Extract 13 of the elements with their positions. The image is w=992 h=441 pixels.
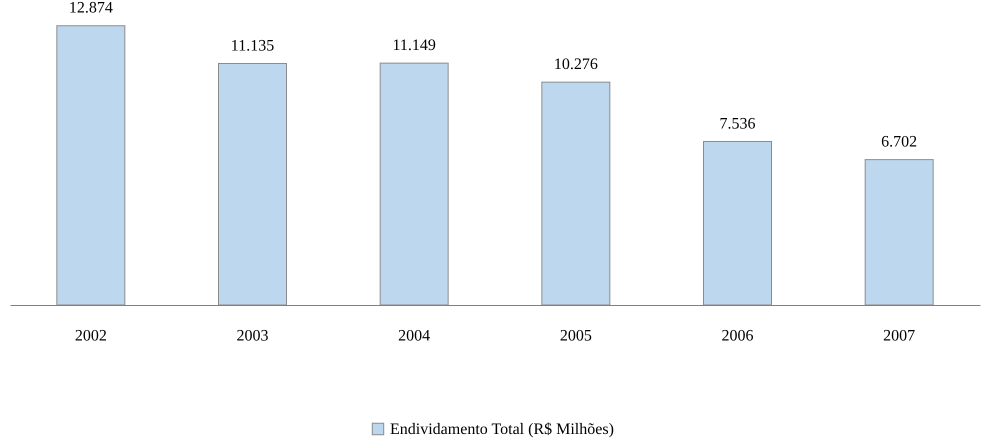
x-tick-label: 2004 [398, 328, 430, 344]
data-label: 11.135 [230, 37, 274, 54]
x-tick-label: 2006 [722, 328, 754, 344]
x-tick-label: 2002 [74, 328, 107, 344]
data-label: 12.874 [68, 0, 113, 17]
x-tick-label: 2003 [236, 328, 268, 344]
data-label: 6.702 [881, 134, 918, 151]
data-label: 11.149 [392, 37, 436, 54]
x-tick-label: 2005 [560, 328, 592, 344]
legend-label: Endividamento Total (R$ Milhões) [390, 421, 614, 438]
data-label: 10.276 [554, 56, 598, 74]
data-label: 7.536 [720, 116, 756, 133]
x-tick-label: 2007 [883, 328, 916, 344]
